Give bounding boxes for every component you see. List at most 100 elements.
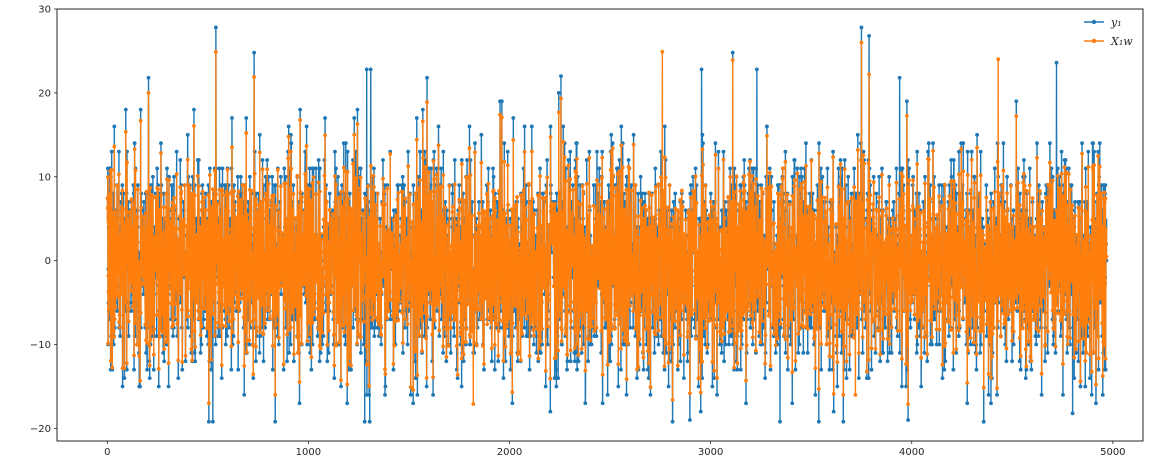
- data-point: [907, 166, 912, 171]
- data-point: [420, 119, 425, 124]
- data-point: [304, 124, 309, 129]
- data-point: [989, 191, 994, 196]
- data-point: [420, 318, 425, 323]
- data-point: [223, 305, 228, 310]
- data-point: [375, 191, 380, 196]
- data-point: [190, 338, 195, 343]
- data-point: [160, 312, 165, 317]
- data-point: [411, 202, 416, 207]
- data-point: [785, 367, 790, 372]
- data-point: [402, 183, 407, 188]
- data-point: [298, 190, 303, 195]
- data-point: [124, 361, 129, 366]
- data-point: [576, 219, 581, 224]
- data-point: [505, 163, 510, 168]
- data-point: [587, 149, 592, 154]
- data-point: [449, 302, 454, 307]
- data-point: [206, 226, 210, 230]
- data-point: [163, 216, 168, 221]
- data-point: [160, 307, 165, 312]
- data-point: [369, 238, 374, 243]
- data-point: [554, 268, 559, 273]
- data-point: [406, 149, 411, 154]
- data-point: [201, 317, 206, 322]
- data-point: [383, 392, 387, 397]
- data-point: [1069, 183, 1074, 188]
- data-point: [479, 224, 484, 229]
- data-point: [556, 262, 561, 266]
- data-point: [185, 314, 190, 319]
- data-point: [252, 75, 256, 79]
- data-point: [289, 166, 294, 171]
- data-point: [563, 331, 568, 336]
- data-point: [554, 384, 559, 389]
- data-point: [338, 271, 343, 276]
- data-point: [538, 351, 543, 355]
- data-point: [237, 240, 241, 245]
- data-point: [631, 132, 636, 137]
- data-point: [1034, 342, 1039, 347]
- data-point: [513, 233, 517, 237]
- data-point: [352, 116, 357, 120]
- data-point: [713, 141, 718, 146]
- data-point: [133, 321, 138, 326]
- data-point: [356, 236, 361, 241]
- data-point: [159, 151, 163, 155]
- data-point: [589, 342, 594, 347]
- data-point: [795, 166, 800, 171]
- data-point: [246, 297, 250, 302]
- data-point: [495, 249, 500, 254]
- data-point: [112, 124, 117, 129]
- data-point: [126, 319, 131, 324]
- data-point: [448, 351, 453, 355]
- data-point: [456, 212, 461, 217]
- data-point: [221, 277, 226, 282]
- data-point: [450, 204, 455, 209]
- data-point: [225, 334, 230, 339]
- data-point: [449, 249, 453, 254]
- data-point: [951, 158, 956, 162]
- data-point: [471, 402, 476, 406]
- data-point: [187, 231, 192, 236]
- data-point: [303, 243, 308, 248]
- data-point: [243, 244, 248, 249]
- data-point: [405, 322, 410, 327]
- data-point: [217, 166, 222, 171]
- data-point: [158, 224, 163, 228]
- data-point: [572, 263, 577, 268]
- data-point: [592, 329, 597, 334]
- data-point: [292, 252, 297, 257]
- data-point: [283, 292, 288, 297]
- data-point: [297, 203, 302, 208]
- data-point: [1022, 158, 1026, 162]
- data-point: [504, 224, 508, 229]
- data-point: [678, 359, 683, 364]
- data-point: [459, 162, 464, 166]
- data-point: [365, 362, 369, 367]
- data-point: [428, 301, 433, 306]
- data-point: [423, 254, 428, 259]
- data-point: [138, 118, 143, 123]
- data-point: [487, 244, 492, 249]
- data-point: [949, 174, 954, 179]
- data-point: [434, 189, 438, 194]
- data-point: [517, 251, 522, 256]
- data-point: [301, 267, 306, 272]
- data-point: [550, 205, 555, 210]
- data-point: [288, 301, 293, 306]
- data-point: [505, 149, 510, 154]
- data-point: [421, 156, 426, 160]
- data-point: [358, 335, 363, 339]
- data-point: [556, 110, 561, 115]
- data-point: [314, 279, 319, 284]
- data-point: [219, 363, 224, 368]
- data-point: [190, 217, 194, 222]
- data-point: [513, 303, 518, 308]
- data-point: [619, 124, 624, 129]
- data-point: [309, 367, 314, 372]
- data-point: [570, 187, 575, 192]
- data-point: [230, 330, 235, 334]
- data-point: [688, 418, 692, 422]
- data-point: [710, 384, 715, 389]
- data-point: [403, 317, 407, 321]
